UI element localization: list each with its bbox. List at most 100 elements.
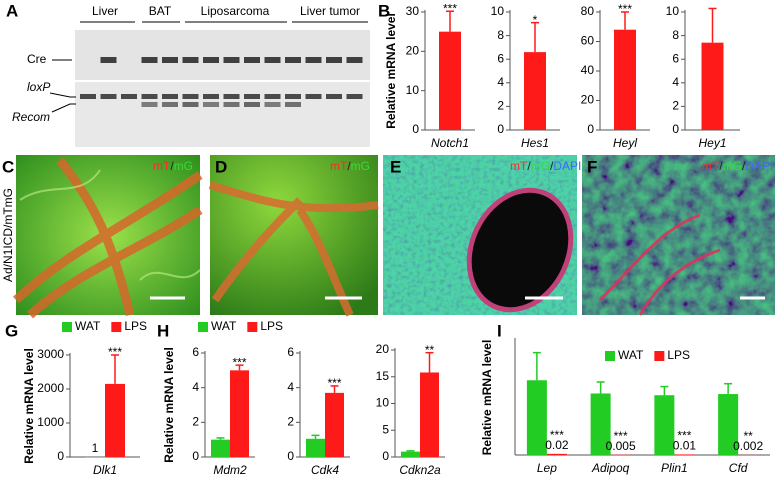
significance: *** <box>618 2 632 16</box>
legend-swatch <box>62 322 72 332</box>
y-tick-label: 0 <box>382 449 389 463</box>
y-tick-label: 6 <box>287 345 294 359</box>
x-tick-label: Notch1 <box>431 136 469 150</box>
stain: / <box>719 159 723 173</box>
y-tick-label: 80 <box>581 4 595 18</box>
legend-label: LPS <box>667 348 690 362</box>
bar <box>85 456 105 458</box>
y-tick-label: 0 <box>412 122 419 136</box>
stain: mG <box>531 159 550 173</box>
legend-swatch <box>111 322 122 332</box>
stain-label: mT/mG <box>330 159 370 173</box>
band-label: loxP <box>27 80 50 94</box>
y-axis-label: Relative mRNA level <box>22 348 36 464</box>
y-axis-label: Relative mRNA level <box>480 340 494 456</box>
legend-swatch <box>605 351 615 361</box>
arrow <box>49 92 76 98</box>
panel-label: A <box>6 1 18 20</box>
stain: mG <box>723 159 742 173</box>
bar <box>654 395 675 455</box>
y-tick-label: 30 <box>406 4 420 18</box>
x-tick-label: Cdk4 <box>311 463 339 477</box>
band <box>244 57 260 63</box>
bar <box>105 383 125 457</box>
y-tick-label: 4 <box>672 75 679 89</box>
stain: mT <box>153 159 171 173</box>
band <box>162 94 178 99</box>
y-tick-label: 5 <box>382 422 389 436</box>
y-tick-label: 3000 <box>37 347 64 361</box>
significance: *** <box>327 376 341 390</box>
bar <box>738 454 759 456</box>
band <box>285 102 301 107</box>
y-tick-label: 2000 <box>37 381 64 395</box>
band <box>100 94 117 99</box>
panel-label: D <box>215 157 227 176</box>
texture <box>582 155 775 315</box>
band <box>141 94 158 99</box>
lane-group: BAT <box>149 4 172 18</box>
band <box>244 94 260 99</box>
gel-panel: A Liver BAT Liposarcoma Liver tumor Cre … <box>6 1 370 147</box>
arrow <box>51 103 76 113</box>
y-tick-label: 6 <box>497 51 504 65</box>
bar <box>211 439 230 457</box>
panel-label: E <box>390 157 401 176</box>
bar <box>718 394 739 455</box>
significance: *** <box>232 355 246 369</box>
bar <box>306 438 325 457</box>
vessel-lumen <box>466 187 574 313</box>
gel-bottom <box>75 82 370 147</box>
x-tick-label: Adipoq <box>591 461 630 475</box>
band <box>141 102 158 107</box>
band <box>162 102 178 107</box>
band <box>182 94 199 99</box>
band <box>121 94 137 99</box>
panel-label: F <box>587 157 597 176</box>
band <box>326 57 342 63</box>
value-label: 1 <box>92 441 99 455</box>
y-tick-label: 2 <box>192 415 199 429</box>
bar <box>526 380 547 455</box>
y-tick-label: 8 <box>497 28 504 42</box>
y-tick-label: 60 <box>581 34 595 48</box>
band <box>285 94 301 99</box>
stain-label: mT/mG/DAPI <box>702 159 773 173</box>
legend-label: LPS <box>260 319 283 333</box>
band <box>264 94 281 99</box>
panel-label: G <box>5 321 18 340</box>
significance: * <box>533 13 538 27</box>
band <box>100 57 117 63</box>
legend-label: LPS <box>124 319 147 333</box>
y-tick-label: 0 <box>497 122 504 136</box>
band <box>346 94 363 99</box>
stain: mT <box>510 159 528 173</box>
x-tick-label: Hes1 <box>521 136 549 150</box>
micrograph <box>210 155 378 315</box>
band <box>80 94 96 99</box>
y-tick-label: 6 <box>672 51 679 65</box>
stain: DAPI <box>553 159 581 173</box>
side-label: Ad/N1ICD/mTmG <box>1 188 15 282</box>
value-label: 0.005 <box>606 439 636 453</box>
y-tick-label: 8 <box>672 28 679 42</box>
legend-swatch <box>247 322 258 332</box>
bar <box>230 370 249 457</box>
stain: / <box>527 159 531 173</box>
significance: *** <box>108 345 122 359</box>
cell-edge <box>19 169 201 281</box>
significance: *** <box>550 428 564 442</box>
band <box>285 57 301 63</box>
y-tick-label: 6 <box>192 345 199 359</box>
panel-label: I <box>497 321 502 340</box>
panel-label: B <box>378 1 390 20</box>
stain-label: mT/mG/DAPI <box>510 159 581 173</box>
y-axis-label: Relative mRNA level <box>384 13 398 129</box>
stain: / <box>347 159 351 173</box>
y-axis-label: Relative mRNA level <box>162 347 176 463</box>
band <box>346 57 363 63</box>
panel-label: H <box>157 321 169 340</box>
y-tick-label: 1000 <box>37 415 64 429</box>
bar <box>401 451 420 457</box>
band <box>223 57 240 63</box>
